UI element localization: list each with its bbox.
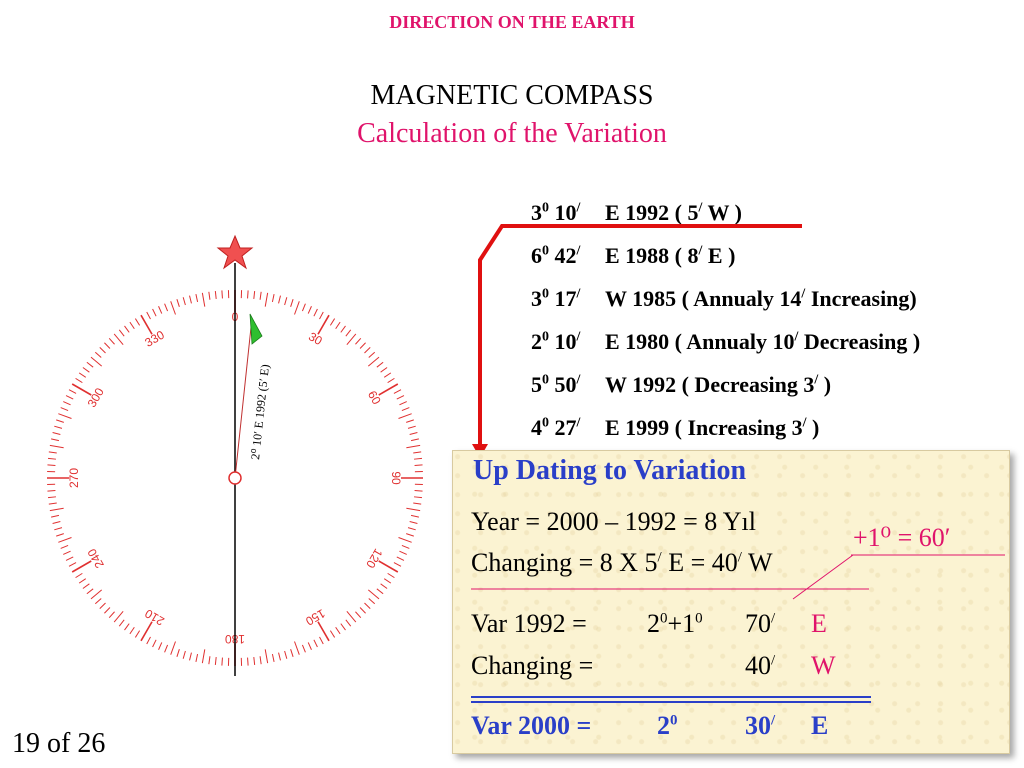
change-line: Changing = 8 X 5/ E = 40/ W	[471, 548, 773, 577]
ring-label: 90	[389, 471, 403, 485]
ring-label: 270	[67, 468, 81, 488]
compass-center	[228, 471, 242, 485]
variation-row: 60 42/E 1988 ( 8/ E )	[531, 243, 736, 268]
side-note: +1⁰ = 60′	[853, 523, 951, 552]
variation-row: 30 10/E 1992 ( 5/ W )	[531, 200, 742, 225]
slide-title: MAGNETIC COMPASS	[370, 80, 654, 111]
variation-row: 30 17/W 1985 ( Annualy 14/ Increasing)	[531, 286, 917, 311]
ring-label: 300	[85, 385, 107, 410]
ring-label: 210	[142, 606, 167, 628]
slide-topic: DIRECTION ON THE EARTH	[389, 12, 635, 32]
ring-label: 330	[142, 327, 167, 349]
variation-row: 20 10/E 1980 ( Annualy 10/ Decreasing )	[531, 329, 921, 354]
ring-label: 240	[84, 546, 106, 571]
panel-rules	[471, 554, 1005, 703]
var2000-line: Var 2000 = 20 30/ E	[471, 711, 829, 740]
update-panel: Up Dating to Variation Year = 2000 – 199…	[452, 450, 1010, 754]
ring-label: 150	[303, 606, 328, 628]
compass-rose: 0306090120150180210240270300330 2⁰ 10′ E…	[47, 234, 423, 676]
ring-label: 60	[365, 388, 384, 407]
ring-label: 120	[363, 546, 385, 571]
slide-number: 19 of 26	[12, 728, 106, 759]
year-line: Year = 2000 – 1992 = 8 Yıl	[471, 507, 756, 536]
flag-icon	[249, 313, 263, 345]
slide-subtitle: Calculation of the Variation	[357, 118, 667, 149]
var1992-line: Var 1992 = 20+10 70/ E	[471, 609, 827, 638]
needle-label: 2⁰ 10′ E 1992 (5′ E)	[248, 364, 272, 461]
variation-row: 40 27/E 1999 ( Increasing 3/ )	[531, 415, 820, 440]
changing-line: Changing = 40/ W	[471, 651, 836, 680]
needle-pointer	[234, 317, 253, 479]
star-icon	[216, 234, 254, 270]
panel-title: Up Dating to Variation	[473, 455, 747, 486]
ring-label: 30	[306, 329, 325, 348]
variation-row: 50 50/W 1992 ( Decreasing 3/ )	[531, 372, 832, 397]
